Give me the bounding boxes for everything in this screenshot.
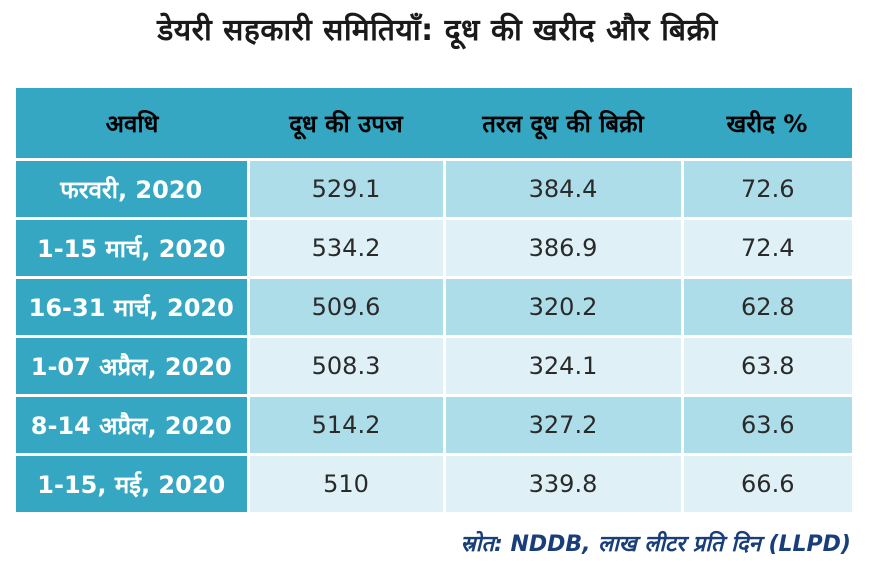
row-procurement-pct: 66.6 (680, 453, 852, 512)
table-row: फरवरी, 2020 529.1 384.4 72.6 (16, 158, 852, 219)
header-production: दूध की उपज (248, 88, 444, 160)
row-period: फरवरी, 2020 (16, 158, 248, 219)
row-sales: 384.4 (442, 158, 682, 219)
header-period: अवधि (16, 88, 248, 160)
row-sales: 320.2 (442, 276, 682, 337)
row-production: 514.2 (246, 394, 444, 455)
table-row: 8-14 अप्रैल, 2020 514.2 327.2 63.6 (16, 394, 852, 455)
row-sales: 324.1 (442, 335, 682, 396)
row-sales: 327.2 (442, 394, 682, 455)
table-row: 1-15, मई, 2020 510 339.8 66.6 (16, 453, 852, 512)
row-procurement-pct: 63.8 (680, 335, 852, 396)
row-period: 1-15, मई, 2020 (16, 453, 248, 512)
row-production: 508.3 (246, 335, 444, 396)
row-procurement-pct: 72.6 (680, 158, 852, 219)
table-row: 1-07 अप्रैल, 2020 508.3 324.1 63.8 (16, 335, 852, 396)
row-period: 8-14 अप्रैल, 2020 (16, 394, 248, 455)
table-row: 1-15 मार्च, 2020 534.2 386.9 72.4 (16, 217, 852, 278)
row-period: 1-15 मार्च, 2020 (16, 217, 248, 278)
row-period: 1-07 अप्रैल, 2020 (16, 335, 248, 396)
row-sales: 339.8 (442, 453, 682, 512)
row-period: 16-31 मार्च, 2020 (16, 276, 248, 337)
header-sales: तरल दूध की बिक्री (444, 88, 682, 160)
data-table: अवधि दूध की उपज तरल दूध की बिक्री खरीद %… (16, 88, 852, 512)
row-procurement-pct: 62.8 (680, 276, 852, 337)
row-production: 509.6 (246, 276, 444, 337)
row-procurement-pct: 72.4 (680, 217, 852, 278)
source-note: स्रोत: NDDB, लाख लीटर प्रति दिन (LLPD) (460, 532, 851, 557)
table-header-row: अवधि दूध की उपज तरल दूध की बिक्री खरीद % (16, 88, 852, 160)
row-procurement-pct: 63.6 (680, 394, 852, 455)
row-production: 534.2 (246, 217, 444, 278)
row-production: 529.1 (246, 158, 444, 219)
table-row: 16-31 मार्च, 2020 509.6 320.2 62.8 (16, 276, 852, 337)
row-production: 510 (246, 453, 444, 512)
row-sales: 386.9 (442, 217, 682, 278)
page-title: डेयरी सहकारी समितियाँ: दूध की खरीद और बि… (157, 13, 718, 48)
header-procurement-pct: खरीद % (682, 88, 852, 160)
